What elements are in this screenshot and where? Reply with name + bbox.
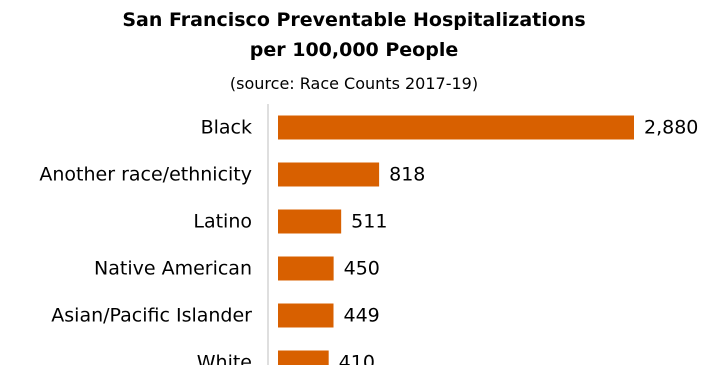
bar-native-american: [278, 256, 334, 281]
bar-another-race-ethnicity: [278, 162, 380, 187]
chart-subtitle: (source: Race Counts 2017-19): [229, 74, 479, 93]
chart-title-line1: San Francisco Preventable Hospitalizatio…: [122, 9, 586, 31]
bar-white: [278, 350, 329, 365]
value-label: 449: [344, 305, 380, 327]
category-label: Native American: [94, 258, 252, 280]
value-label: 450: [344, 258, 380, 280]
bar-latino: [278, 209, 342, 234]
chart-title-line2: per 100,000 People: [249, 39, 459, 61]
bar-black: [278, 115, 634, 140]
value-label: 511: [351, 211, 387, 233]
category-label: Black: [201, 117, 252, 139]
category-label: Latino: [193, 211, 252, 233]
category-label: White: [197, 352, 252, 365]
value-label: 818: [389, 164, 425, 186]
value-label: 2,880: [644, 117, 698, 139]
value-label: 410: [339, 352, 375, 365]
bar-asian-pacific-islander: [278, 303, 334, 328]
category-label: Asian/Pacific Islander: [51, 305, 252, 327]
category-label: Another race/ethnicity: [39, 164, 252, 186]
